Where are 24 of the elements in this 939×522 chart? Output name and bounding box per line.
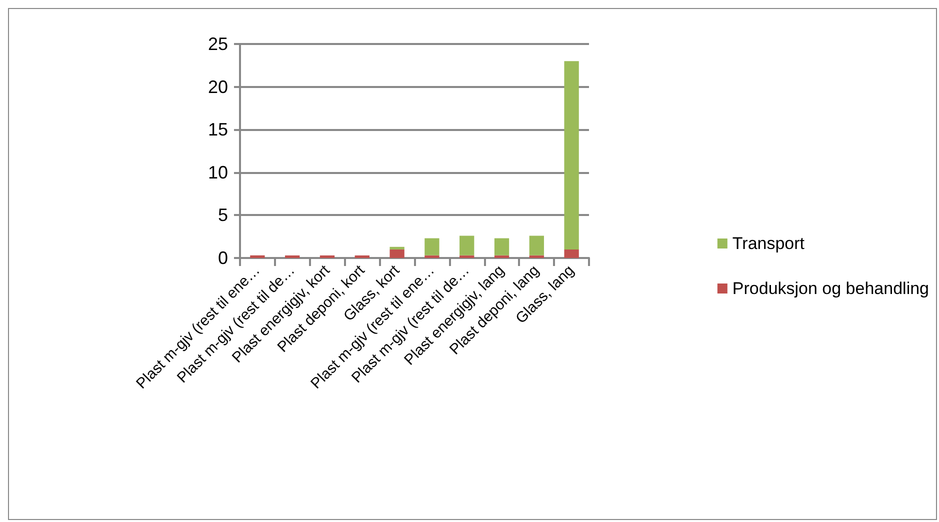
- y-tick-label: 15: [208, 120, 228, 140]
- bar: [250, 255, 265, 258]
- bar: [564, 249, 579, 258]
- y-tick-label: 10: [208, 162, 228, 182]
- bar: [494, 238, 510, 256]
- y-tick-label: 20: [208, 76, 228, 97]
- bar: [424, 255, 440, 258]
- bar: [494, 255, 510, 258]
- legend-label: Produksjon og behandling: [732, 279, 930, 298]
- bar: [390, 246, 404, 250]
- bar: [529, 236, 544, 256]
- bar: [285, 255, 300, 258]
- bar: [424, 238, 440, 256]
- legend-label: Transport: [732, 234, 805, 253]
- bar: [320, 255, 335, 258]
- bar: [460, 255, 474, 258]
- y-tick-label: 5: [218, 205, 228, 226]
- y-tick-label: 25: [208, 34, 228, 54]
- bar: [564, 61, 579, 250]
- bar: [354, 255, 370, 258]
- bar: [529, 255, 544, 258]
- bar: [460, 236, 474, 256]
- y-tick-label: 0: [218, 248, 228, 268]
- bar: [390, 249, 404, 258]
